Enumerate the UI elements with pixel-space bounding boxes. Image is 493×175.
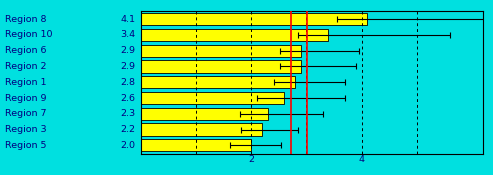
Text: 3.4: 3.4 (120, 30, 136, 39)
Bar (141, 45, 301, 57)
Text: Region 5: Region 5 (5, 141, 46, 150)
Bar (141, 13, 367, 25)
Text: Region 7: Region 7 (5, 109, 46, 118)
Text: 2.2: 2.2 (121, 125, 136, 134)
Text: 2.9: 2.9 (121, 62, 136, 71)
Text: Region 1: Region 1 (5, 78, 46, 87)
Text: Region 10: Region 10 (5, 30, 52, 39)
Text: 2.8: 2.8 (121, 78, 136, 87)
Bar (141, 123, 262, 136)
Text: Region 9: Region 9 (5, 93, 46, 103)
Text: Region 8: Region 8 (5, 15, 46, 24)
Text: Region 6: Region 6 (5, 46, 46, 55)
Bar (141, 76, 295, 88)
Bar (141, 60, 301, 73)
Text: 2.3: 2.3 (120, 109, 136, 118)
Text: Region 3: Region 3 (5, 125, 46, 134)
Text: 4.1: 4.1 (121, 15, 136, 24)
Bar (141, 29, 328, 41)
Bar (141, 92, 284, 104)
Text: 2.0: 2.0 (121, 141, 136, 150)
Text: Region 2: Region 2 (5, 62, 46, 71)
Text: 2.9: 2.9 (121, 46, 136, 55)
Text: 2.6: 2.6 (121, 93, 136, 103)
Bar (141, 108, 268, 120)
Bar (141, 139, 251, 152)
